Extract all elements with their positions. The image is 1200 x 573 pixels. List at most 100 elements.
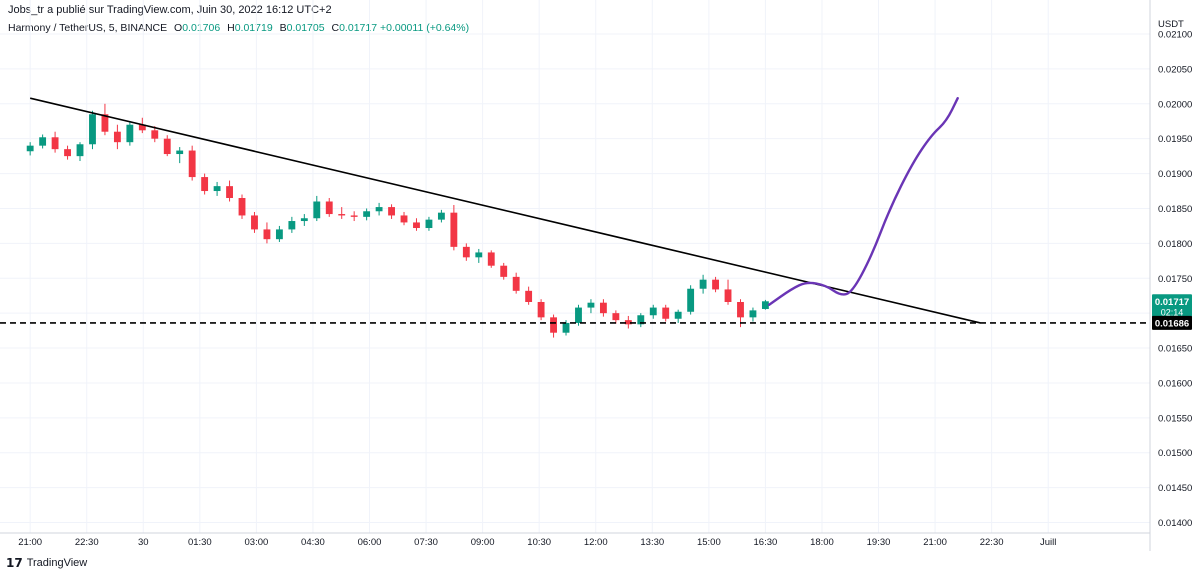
symbol-name: Harmony / TetherUS, 5, BINANCE [8, 22, 168, 34]
candle-body [201, 177, 209, 192]
candle-body [251, 215, 258, 230]
candle-body [400, 215, 408, 223]
candle-body [176, 150, 184, 155]
candle-body [113, 131, 121, 143]
candle-body [537, 301, 545, 318]
candle-body [26, 145, 34, 152]
y-tick-label: 0.01400 [1158, 518, 1192, 529]
candle-body [450, 212, 458, 247]
x-tick-label: 10:30 [527, 537, 551, 548]
candle-body [575, 307, 582, 323]
candle-body [724, 289, 732, 302]
candle-body [550, 317, 557, 333]
candle-body [662, 307, 670, 319]
y-tick-label: 0.02050 [1158, 64, 1192, 75]
candle-body [462, 246, 470, 258]
x-tick-label: 12:00 [584, 537, 608, 548]
open-label: O [174, 22, 183, 34]
candle-body [51, 137, 59, 150]
close-label: C [331, 22, 340, 34]
open-value: 0.01706 [182, 22, 221, 34]
x-tick-label: 21:00 [923, 537, 947, 548]
brand-name: TradingView [26, 557, 88, 569]
x-tick-label: 04:30 [301, 537, 325, 548]
candle-body [300, 218, 308, 222]
descending-trendline [29, 97, 981, 324]
countdown-label: 02:14 [1161, 307, 1184, 317]
candle-body [275, 229, 283, 240]
candle-body [599, 302, 607, 314]
x-tick-label: 21:00 [18, 537, 42, 548]
price-axis-unit: USDT [1158, 19, 1184, 30]
candle-body [226, 186, 233, 199]
price-axis[interactable]: 0.02100 0.02050 0.02000 0.01950 0.01900 0.018… [1149, 0, 1192, 551]
candle-body [126, 124, 134, 143]
candle-body [101, 114, 109, 132]
x-tick-label: 30 [138, 537, 149, 548]
x-tick-label: 22:30 [75, 537, 99, 548]
y-tick-label: 0.01950 [1158, 134, 1192, 145]
y-tick-label: 0.01500 [1158, 448, 1192, 459]
candle-body [699, 279, 707, 289]
y-tick-label: 0.01750 [1158, 274, 1192, 285]
y-tick-label: 0.01900 [1158, 169, 1192, 180]
candle-body [562, 322, 570, 333]
candle-body [587, 302, 595, 308]
x-tick-label: 15:00 [697, 537, 721, 548]
x-tick-label: 16:30 [754, 537, 778, 548]
x-tick-label: 01:30 [188, 537, 212, 548]
x-tick-label: 09:00 [471, 537, 495, 548]
x-tick-label: Juill [1040, 537, 1056, 548]
last-price-label: 0.01717 [1155, 297, 1189, 308]
high-value: 0.01719 [234, 22, 273, 34]
candle-body [64, 149, 71, 157]
candle-body [500, 265, 508, 277]
x-tick-label: 06:00 [358, 537, 382, 548]
y-tick-label: 0.01650 [1158, 344, 1192, 355]
candle-body [761, 301, 769, 309]
x-tick-label: 07:30 [414, 537, 438, 548]
candle-body [612, 313, 620, 321]
high-label: H [227, 22, 235, 34]
projection-path [767, 97, 959, 306]
close-value: 0.01717 [339, 22, 378, 34]
x-tick-label: 13:30 [640, 537, 664, 548]
y-tick-label: 0.01800 [1158, 239, 1192, 250]
candle-body [213, 186, 221, 192]
x-tick-label: 22:30 [980, 537, 1004, 548]
candle-body [313, 201, 321, 219]
candle-body [512, 276, 520, 291]
candle-body [749, 310, 757, 318]
candle-body [76, 144, 84, 157]
y-tick-label: 0.02100 [1158, 30, 1192, 41]
tradingview-brand[interactable]: 17 TradingView [6, 556, 87, 570]
candle-body [263, 229, 271, 240]
candle-body [238, 198, 246, 216]
y-tick-label: 0.02000 [1158, 99, 1192, 110]
candle-body [188, 150, 196, 178]
candle-body [388, 207, 395, 216]
candle-body [674, 311, 682, 319]
candle-body [737, 301, 744, 318]
candle-body [325, 201, 333, 215]
candle-body [363, 211, 371, 217]
candle-body [712, 279, 719, 290]
drawings-group [0, 97, 1150, 324]
candle-body [437, 212, 445, 220]
y-tick-label: 0.01600 [1158, 378, 1192, 389]
low-value: 0.01705 [286, 22, 325, 34]
candle-body [151, 130, 159, 139]
support-price-label: 0.01686 [1155, 318, 1189, 329]
candle-body [687, 288, 695, 312]
x-tick-label: 19:30 [867, 537, 891, 548]
last-price-tag [1152, 294, 1192, 319]
x-tick-label: 03:00 [245, 537, 269, 548]
candle-body [487, 252, 495, 266]
x-tick-label: 18:00 [810, 537, 834, 548]
candle-body [413, 222, 420, 229]
y-tick-label: 0.01550 [1158, 413, 1192, 424]
time-axis[interactable]: 21:00 22:30 30 01:30 03:00 04:30 06:00 07:30 09:… [0, 532, 1150, 548]
y-tick-label: 0.01850 [1158, 204, 1192, 215]
publisher-line: Jobs_tr a publié sur TradingView.com, Ju… [8, 4, 332, 16]
